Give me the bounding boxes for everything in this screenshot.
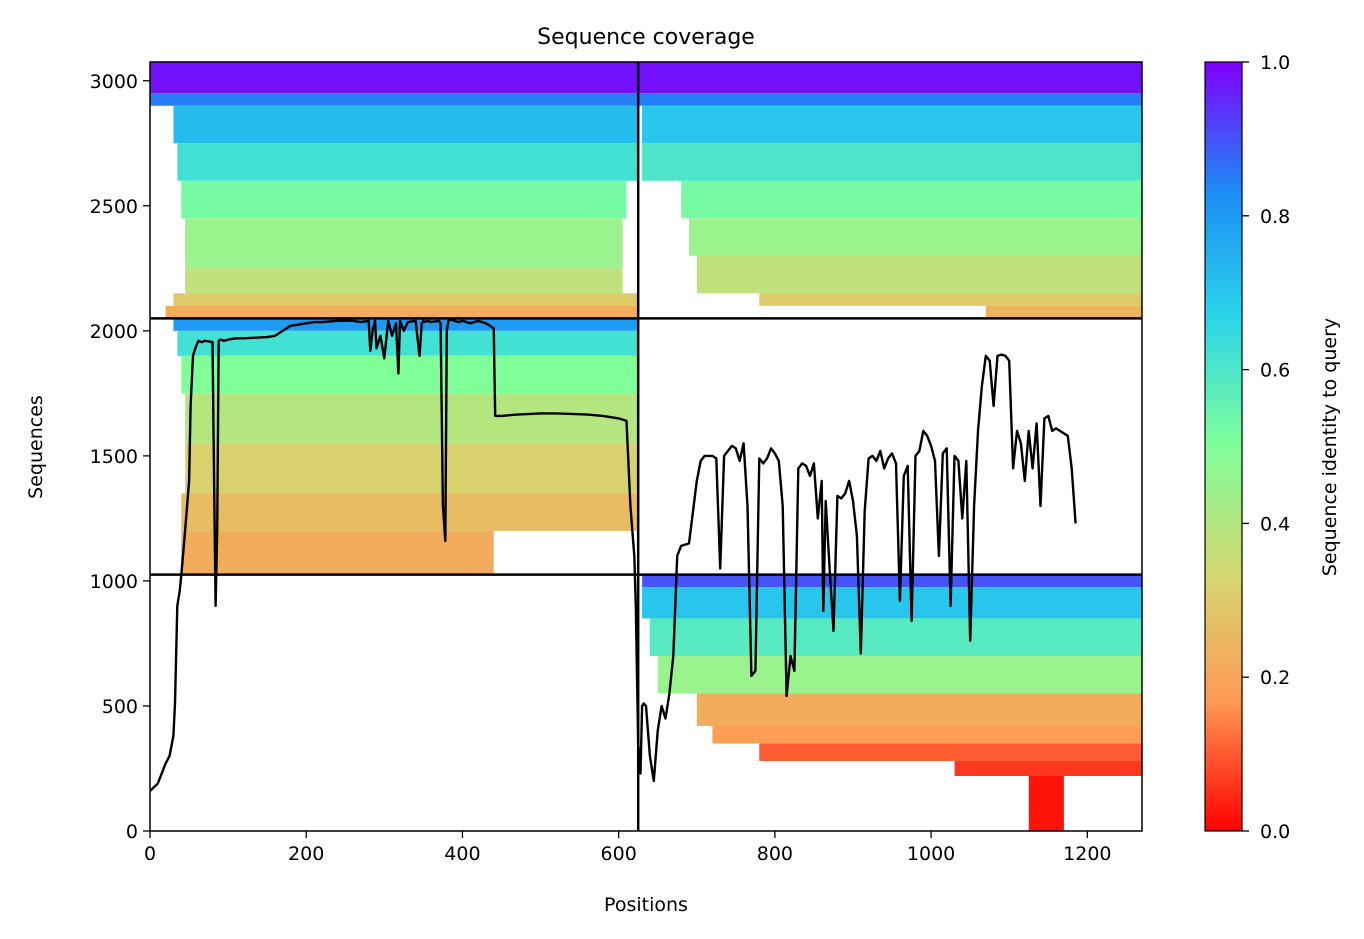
- identity-band: [642, 587, 1142, 619]
- identity-band: [185, 268, 623, 294]
- coverage-heatmap: [150, 62, 1142, 831]
- x-tick-label: 200: [288, 843, 324, 865]
- y-tick-label: 1000: [90, 571, 138, 593]
- y-tick-label: 500: [102, 696, 138, 718]
- x-tick-label: 0: [144, 843, 156, 865]
- identity-band: [177, 330, 639, 356]
- colorbar-tick-label: 0.8: [1260, 206, 1290, 228]
- block-lower-right: [642, 574, 1142, 831]
- identity-band: [688, 218, 1142, 256]
- identity-band: [185, 393, 639, 444]
- identity-band: [638, 93, 1142, 106]
- y-axis-ticks: 0 500 1000 1500 2000 2500 3000: [90, 71, 150, 843]
- colorbar: [1204, 61, 1243, 832]
- x-tick-label: 800: [757, 843, 793, 865]
- colorbar-tick-label: 1.0: [1260, 52, 1290, 74]
- plot-frame: [149, 61, 1143, 832]
- block-upper-right: [638, 62, 1142, 319]
- identity-band: [181, 180, 627, 219]
- identity-band: [150, 93, 639, 106]
- y-tick-label: 2000: [90, 321, 138, 343]
- y-tick-label: 2500: [90, 196, 138, 218]
- identity-band: [681, 180, 1142, 219]
- identity-band: [181, 530, 494, 575]
- identity-band: [185, 443, 639, 494]
- identity-band: [150, 62, 639, 94]
- colorbar-tick-label: 0.6: [1260, 360, 1290, 382]
- identity-band: [1028, 775, 1064, 831]
- x-axis-label: Positions: [604, 894, 688, 916]
- coverage-line: [150, 318, 1077, 792]
- identity-band: [759, 293, 1142, 306]
- y-tick-label: 0: [126, 821, 138, 843]
- identity-band: [181, 493, 639, 531]
- identity-band: [177, 143, 639, 181]
- identity-band: [759, 743, 1142, 761]
- identity-band: [657, 655, 1142, 694]
- block-upper-left: [150, 62, 639, 319]
- colorbar-label: Sequence identity to query: [1319, 318, 1341, 576]
- x-tick-label: 1200: [1063, 843, 1111, 865]
- identity-band: [165, 305, 639, 319]
- identity-band: [712, 725, 1142, 744]
- identity-band: [642, 143, 1142, 181]
- y-axis-label: Sequences: [25, 395, 47, 499]
- colorbar-tick-label: 0.2: [1260, 667, 1290, 689]
- x-tick-label: 1000: [907, 843, 955, 865]
- y-tick-label: 1500: [90, 446, 138, 468]
- identity-band: [173, 293, 639, 306]
- identity-band: [638, 62, 1142, 94]
- x-tick-label: 600: [601, 843, 637, 865]
- identity-band: [181, 355, 639, 394]
- colorbar-tick-label: 0.4: [1260, 513, 1290, 535]
- identity-band: [954, 760, 1142, 776]
- x-tick-label: 400: [444, 843, 480, 865]
- identity-band: [985, 305, 1142, 319]
- x-axis-ticks: 0 200 400 600 800 1000 1200: [144, 831, 1112, 865]
- colorbar-ticks: 0.0 0.2 0.4 0.6 0.8 1.0: [1242, 52, 1290, 843]
- identity-band: [642, 574, 1142, 588]
- identity-band: [185, 218, 623, 269]
- identity-band: [173, 105, 639, 144]
- chart-title: Sequence coverage: [537, 25, 755, 50]
- identity-band: [649, 618, 1142, 656]
- colorbar-tick-label: 0.0: [1260, 821, 1290, 843]
- coverage-line-layer: [150, 318, 1077, 792]
- block-middle-left: [173, 318, 639, 575]
- identity-band: [642, 105, 1142, 144]
- identity-band: [696, 255, 1142, 294]
- y-tick-label: 3000: [90, 71, 138, 93]
- identity-band: [696, 693, 1142, 726]
